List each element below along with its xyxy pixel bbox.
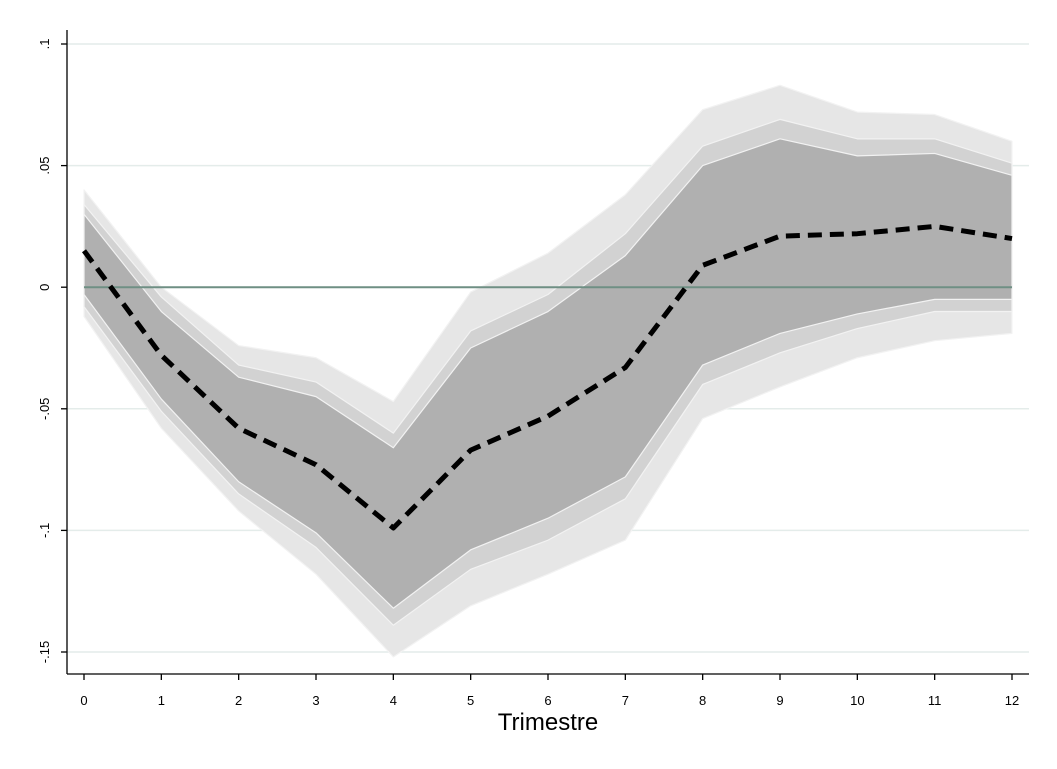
y-tick-label: -.1 bbox=[37, 523, 52, 538]
x-tick-label: 9 bbox=[776, 693, 783, 708]
y-tick-label: .1 bbox=[37, 39, 52, 50]
x-tick-label: 7 bbox=[622, 693, 629, 708]
x-tick-label: 10 bbox=[850, 693, 864, 708]
series-line bbox=[81, 223, 1013, 531]
x-tick-label: 4 bbox=[390, 693, 397, 708]
point-estimate-line bbox=[81, 223, 1013, 531]
x-tick-label: 2 bbox=[235, 693, 242, 708]
band-inner bbox=[83, 138, 1013, 609]
y-tick-label: -.15 bbox=[37, 641, 52, 663]
x-tick-label: 1 bbox=[158, 693, 165, 708]
confidence-bands bbox=[83, 84, 1013, 658]
x-tick-label: 3 bbox=[312, 693, 319, 708]
axes: .1.050-.05-.1-.150 1 2 3 4 5 6 7 8 9 10 11 12 bbox=[37, 30, 1029, 708]
x-tick-label: 6 bbox=[544, 693, 551, 708]
y-tick-label: -.05 bbox=[37, 398, 52, 420]
x-tick-label: 12 bbox=[1005, 693, 1019, 708]
x-tick-label: 8 bbox=[699, 693, 706, 708]
x-tick-label: 11 bbox=[928, 693, 942, 708]
x-axis-title: Trimestre bbox=[498, 709, 598, 736]
x-tick-label: 5 bbox=[467, 693, 474, 708]
y-tick-label: .05 bbox=[37, 157, 52, 175]
x-tick-label: 0 bbox=[80, 693, 87, 708]
y-tick-label: 0 bbox=[37, 284, 52, 291]
